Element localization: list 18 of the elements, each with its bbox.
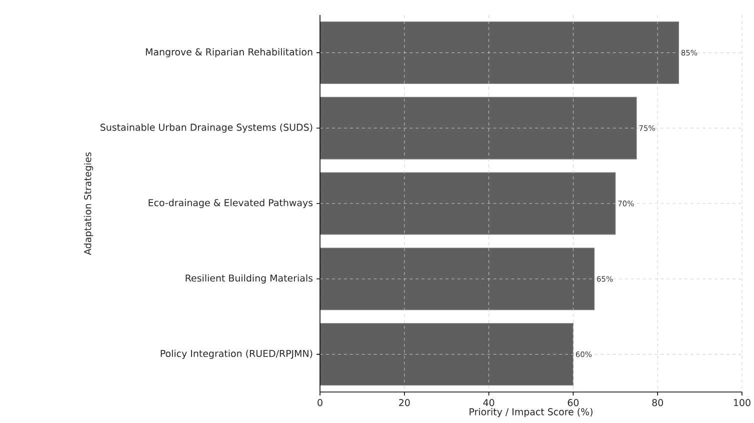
bar [320,248,595,310]
x-tick-label: 80 [652,399,663,406]
bar [320,96,637,160]
x-tick-label: 60 [568,399,579,406]
y-tick-label: Mangrove & Riparian Rehabilitation [146,48,312,58]
y-tick-label: Policy Integration (RUED/RPJMN) [160,350,312,359]
bar [320,21,680,84]
y-tick-label: Resilient Building Materials [186,274,313,284]
x-tick-label: 20 [399,399,410,406]
y-tick-label: Eco-drainage & Elevated Pathways [148,198,313,208]
y-axis-title: Adaptation Strategies [84,152,94,255]
x-tick-label: 0 [318,399,322,406]
bar [320,323,574,386]
x-tick-label: 40 [483,399,494,406]
bar [320,172,616,235]
x-tick-label: 100 [734,399,750,406]
x-axis-title: Priority / Impact Score (%) [470,408,592,418]
y-tick-label: Sustainable Urban Drainage Systems (SUDS) [100,124,312,133]
